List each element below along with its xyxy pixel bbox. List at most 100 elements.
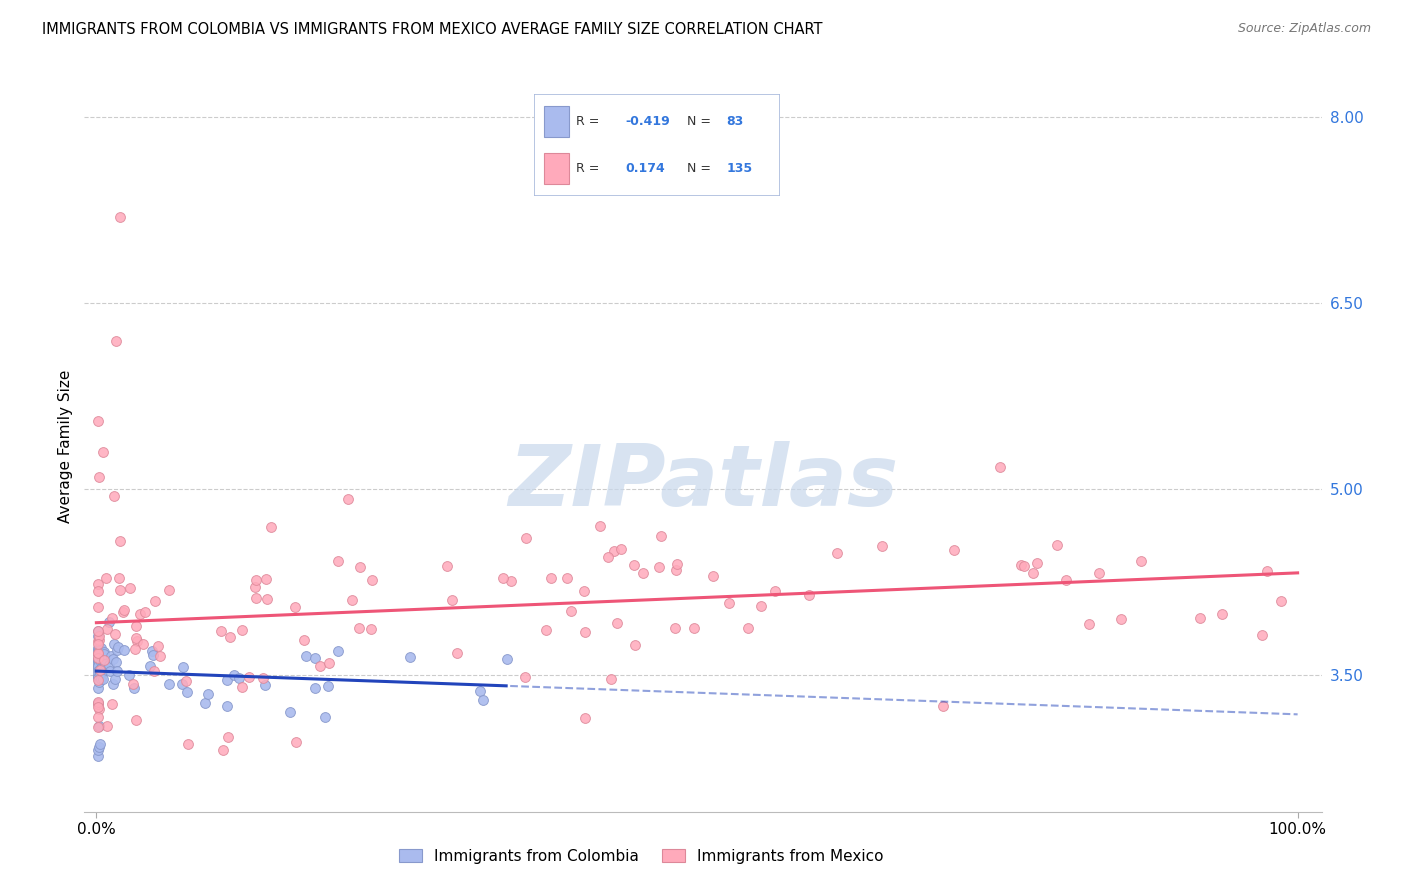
Point	[118, 668, 141, 682]
Point	[763, 583, 786, 598]
Text: N =: N =	[686, 115, 714, 128]
Point	[138, 659, 160, 673]
Y-axis label: Average Family Size: Average Family Size	[58, 369, 73, 523]
Point	[112, 603, 135, 617]
Point	[217, 731, 239, 745]
Point	[540, 571, 562, 585]
Point	[1054, 573, 1077, 587]
Point	[1025, 556, 1047, 570]
Point	[104, 334, 127, 348]
Point	[623, 558, 645, 572]
Point	[446, 646, 468, 660]
Text: ZIPatlas: ZIPatlas	[508, 441, 898, 524]
Point	[87, 700, 110, 714]
Point	[157, 676, 180, 690]
Point	[87, 470, 110, 484]
Point	[98, 664, 121, 678]
Point	[224, 668, 246, 682]
Point	[295, 649, 318, 664]
Point	[942, 542, 965, 557]
Point	[87, 701, 110, 715]
Point	[87, 641, 110, 656]
Point	[245, 591, 267, 605]
Legend: Immigrants from Colombia, Immigrants from Mexico: Immigrants from Colombia, Immigrants fro…	[392, 843, 890, 870]
Point	[96, 622, 118, 636]
Point	[472, 693, 495, 707]
Point	[108, 583, 131, 598]
Point	[468, 683, 491, 698]
Point	[93, 645, 115, 659]
Point	[94, 571, 117, 585]
Point	[718, 596, 741, 610]
Point	[142, 648, 165, 662]
Point	[737, 621, 759, 635]
Point	[89, 632, 111, 647]
Point	[86, 681, 108, 696]
Point	[86, 660, 108, 674]
Point	[340, 593, 363, 607]
FancyBboxPatch shape	[544, 106, 568, 136]
Point	[328, 643, 350, 657]
Point	[103, 637, 125, 651]
Point	[1211, 607, 1233, 621]
Point	[108, 210, 131, 224]
Point	[87, 652, 110, 666]
Point	[121, 677, 143, 691]
Point	[86, 720, 108, 734]
Point	[94, 657, 117, 671]
Point	[238, 670, 260, 684]
Point	[143, 594, 166, 608]
Point	[87, 629, 110, 643]
Point	[86, 576, 108, 591]
Point	[90, 672, 112, 686]
Point	[103, 489, 125, 503]
Point	[89, 737, 111, 751]
Point	[1078, 617, 1101, 632]
Point	[650, 529, 672, 543]
Point	[749, 599, 772, 613]
Point	[988, 460, 1011, 475]
Point	[284, 599, 307, 614]
Point	[107, 640, 129, 654]
Point	[253, 678, 276, 692]
Point	[600, 672, 623, 686]
Point	[86, 673, 108, 687]
Point	[86, 668, 108, 682]
Point	[256, 591, 278, 606]
Point	[93, 647, 115, 661]
Point	[89, 663, 111, 677]
Point	[172, 660, 194, 674]
Point	[174, 674, 197, 689]
Point	[86, 653, 108, 667]
Point	[245, 573, 267, 587]
Point	[215, 673, 238, 687]
Point	[827, 546, 849, 560]
Point	[87, 647, 110, 661]
Text: IMMIGRANTS FROM COLOMBIA VS IMMIGRANTS FROM MEXICO AVERAGE FAMILY SIZE CORRELATI: IMMIGRANTS FROM COLOMBIA VS IMMIGRANTS F…	[42, 22, 823, 37]
Point	[872, 540, 894, 554]
Point	[96, 719, 118, 733]
Point	[128, 607, 150, 622]
Text: Source: ZipAtlas.com: Source: ZipAtlas.com	[1237, 22, 1371, 36]
Point	[1270, 594, 1292, 608]
Point	[86, 652, 108, 666]
Point	[664, 621, 686, 635]
Point	[90, 660, 112, 674]
Point	[101, 652, 124, 666]
Point	[86, 646, 108, 660]
Point	[101, 611, 124, 625]
Point	[399, 649, 422, 664]
Point	[1088, 566, 1111, 581]
Point	[105, 665, 128, 679]
Point	[91, 672, 114, 686]
Point	[86, 662, 108, 676]
Point	[603, 544, 626, 558]
Point	[574, 710, 596, 724]
Point	[124, 713, 146, 727]
Point	[501, 574, 523, 588]
Point	[91, 654, 114, 668]
FancyBboxPatch shape	[544, 153, 568, 184]
Point	[212, 743, 235, 757]
Point	[278, 706, 301, 720]
Point	[596, 550, 619, 565]
